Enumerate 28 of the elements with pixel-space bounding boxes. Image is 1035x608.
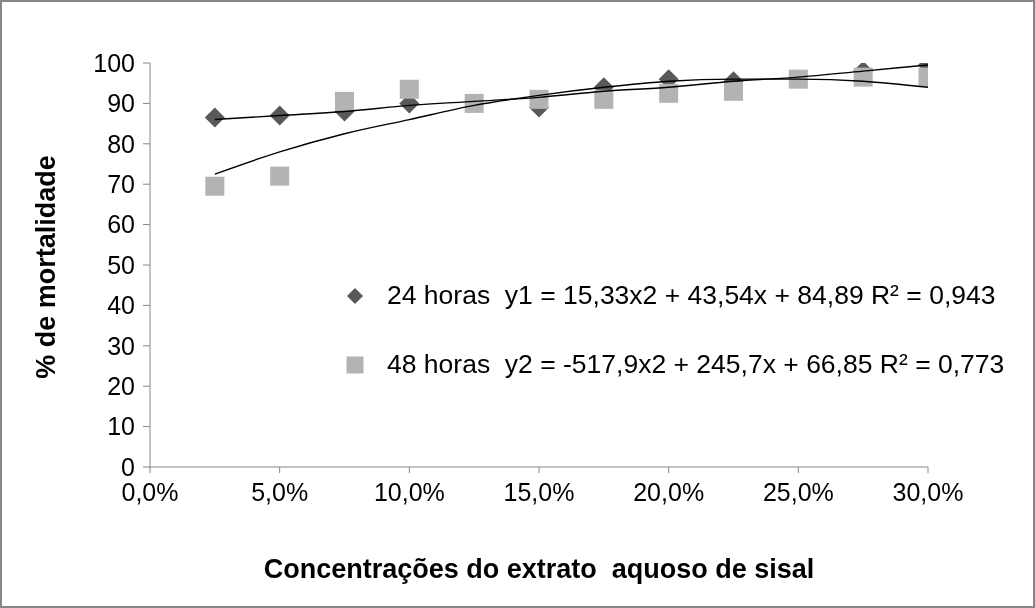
- point: [724, 81, 743, 101]
- x-tick-label: 25,0%: [762, 477, 834, 506]
- point: [270, 166, 290, 186]
- point: [335, 91, 354, 111]
- y-tick-label: 30: [107, 331, 135, 360]
- y-tick-label: 100: [93, 48, 135, 77]
- y-axis-title: % de mortalidade: [30, 155, 62, 379]
- point: [204, 107, 225, 128]
- y-tick-label: 70: [107, 170, 135, 199]
- point: [399, 79, 419, 99]
- x-tick-label: 20,0%: [633, 477, 705, 506]
- legend-label: 48 horas y2 = -517,9x2 + 245,7x + 66,85 R² = 0,773: [387, 348, 1005, 381]
- y-tick-label: 10: [107, 412, 135, 441]
- point: [659, 83, 679, 103]
- y-tick-label: 80: [107, 129, 135, 158]
- x-tick-label: 15,0%: [503, 477, 575, 506]
- x-tick-label: 30,0%: [892, 477, 964, 506]
- y-tick-label: 90: [107, 89, 135, 118]
- legend-label: 24 horas y1 = 15,33x2 + 43,54x + 84,89 R² = 0,943: [387, 279, 996, 312]
- point: [205, 176, 225, 196]
- y-tick-label: 60: [107, 210, 135, 239]
- point: [594, 89, 614, 109]
- y-tick-label: 20: [107, 372, 135, 401]
- x-axis-title: Concentrações do extrato aquoso de sisal: [263, 553, 815, 585]
- y-tick-label: 40: [107, 291, 135, 320]
- y-tick-label: 50: [107, 250, 135, 279]
- x-tick-label: 5,0%: [251, 477, 309, 506]
- x-tick-label: 10,0%: [373, 477, 445, 506]
